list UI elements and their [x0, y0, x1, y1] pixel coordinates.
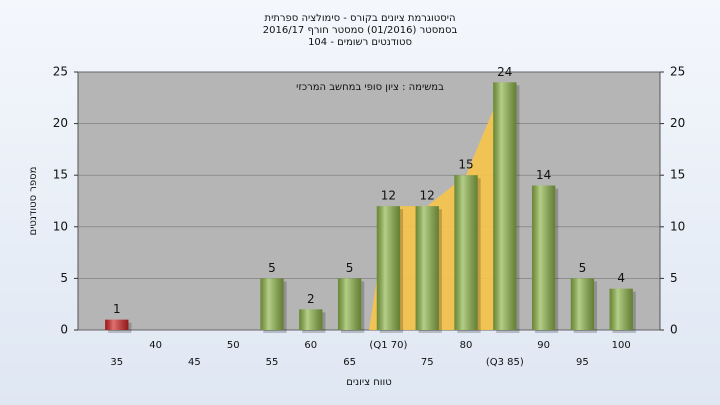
- bar-shade: [415, 206, 439, 330]
- y2-tick-label: 25: [670, 65, 685, 79]
- value-label: 24: [497, 65, 512, 79]
- bar-shade: [454, 175, 478, 330]
- x-tick-label: (Q3 85): [486, 357, 524, 368]
- x-tick-label: 90: [537, 340, 550, 351]
- y-tick-label: 10: [53, 219, 68, 233]
- bar-shade: [105, 319, 129, 330]
- x-tick-label: 35: [110, 357, 123, 368]
- annotation: במשימה : ציון סופי במחשב המרכזי: [296, 82, 444, 93]
- x-tick-label: 80: [460, 340, 473, 351]
- value-label: 4: [617, 271, 625, 285]
- plot-area: [77, 71, 661, 331]
- y-tick-label: 20: [53, 116, 68, 130]
- value-label: 5: [579, 261, 587, 275]
- value-label: 2: [307, 292, 315, 306]
- x-tick-label: 95: [576, 357, 589, 368]
- y-tick-label: 15: [53, 168, 68, 182]
- x-tick-label: 45: [188, 357, 201, 368]
- value-label: 5: [268, 261, 276, 275]
- y-tick-label: 5: [60, 271, 68, 285]
- bar-shade: [376, 206, 401, 330]
- value-label: 14: [536, 168, 551, 182]
- bar-shade: [299, 309, 323, 330]
- bar-shade: [260, 278, 284, 330]
- x-tick-label: (Q1 70): [369, 340, 407, 351]
- y2-tick-label: 0: [670, 323, 678, 337]
- bar-shade: [609, 288, 633, 330]
- value-label: 15: [458, 158, 473, 172]
- y-axis-label: מספר סטודנטים: [28, 167, 39, 236]
- x-tick-label: 65: [343, 357, 356, 368]
- bar-shade: [570, 278, 595, 330]
- x-tick-label: 75: [421, 357, 434, 368]
- y2-tick-label: 5: [670, 271, 678, 285]
- x-tick-label: 50: [227, 340, 240, 351]
- chart-subtitle: סטודנטים רשומים - 104: [308, 37, 412, 48]
- chart-subtitle: בסמסטר (01/2016) סמסטר חורף 2016/17: [263, 25, 458, 36]
- x-tick-label: 40: [149, 340, 162, 351]
- x-tick-label: 60: [304, 340, 317, 351]
- value-label: 12: [381, 189, 396, 203]
- value-label: 12: [420, 189, 435, 203]
- x-tick-label: 55: [266, 357, 279, 368]
- x-tick-label: 100: [612, 340, 631, 351]
- bar-shade: [493, 82, 517, 330]
- chart-title: היסטוגרמת ציונים בקורס - סימולציה ספרתית: [265, 13, 456, 24]
- value-label: 5: [346, 261, 354, 275]
- bar-shade: [531, 185, 556, 330]
- y-tick-label: 25: [53, 65, 68, 79]
- y2-tick-label: 10: [670, 219, 685, 233]
- value-label: 1: [113, 302, 121, 316]
- bar-shade: [337, 278, 362, 330]
- y2-tick-label: 20: [670, 116, 685, 130]
- y2-tick-label: 15: [670, 168, 685, 182]
- y-tick-label: 0: [60, 323, 68, 337]
- x-axis-label: טווח ציונים: [346, 377, 391, 388]
